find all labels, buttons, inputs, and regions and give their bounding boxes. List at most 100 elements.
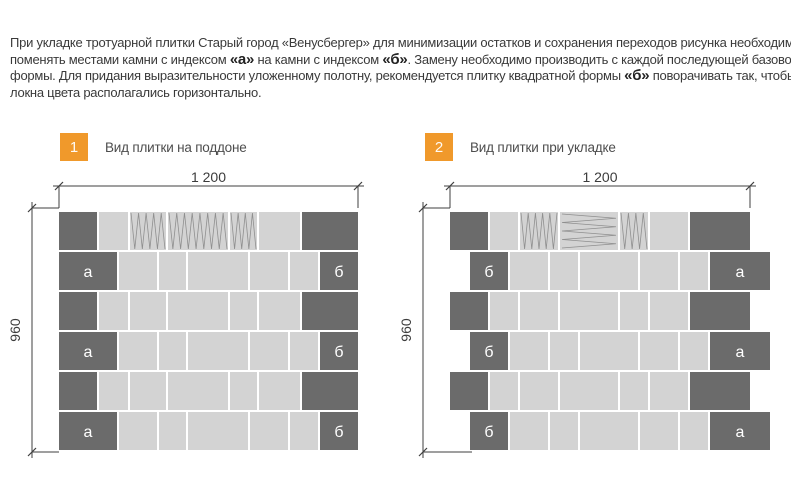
hatch-zigzag-vertical (130, 212, 166, 250)
intro-text: формы. Для придания выразительности улож… (10, 68, 625, 84)
hatch-zigzag-vertical (168, 212, 228, 250)
tile-light (680, 252, 708, 290)
height-dimension-label: 960 (7, 318, 23, 342)
tile-light (230, 372, 257, 410)
tile-dark (320, 252, 358, 290)
tile-light (640, 252, 678, 290)
intro-paragraph: При укладке тротуарной плитки Старый гор… (10, 35, 791, 101)
tile-dark (320, 412, 358, 450)
tile-light (250, 412, 288, 450)
tile-light (188, 332, 248, 370)
figure1-badge-number: 1 (69, 138, 79, 156)
tile-light (290, 412, 318, 450)
intro-line: При укладке тротуарной плитки Старый гор… (10, 35, 791, 52)
tile-light (99, 212, 128, 250)
tile-dark (710, 332, 770, 370)
tile-light (520, 372, 558, 410)
tile-light (550, 252, 578, 290)
tile-light (290, 332, 318, 370)
tile-dark (690, 292, 750, 330)
tile-dark (710, 252, 770, 290)
tile-light (168, 292, 228, 330)
tile-light (159, 332, 186, 370)
intro-text: локна цвета располагались горизонтально. (10, 84, 262, 100)
tile-light (168, 372, 228, 410)
width-dimension-label: 1 200 (191, 169, 226, 185)
tile-dark (302, 372, 358, 410)
tile-dark (59, 412, 117, 450)
intro-line: формы. Для придания выразительности улож… (10, 68, 791, 85)
tile-light (99, 372, 128, 410)
tile-light (650, 292, 688, 330)
tile-light (550, 332, 578, 370)
tile-dark (59, 292, 97, 330)
tile-light (188, 412, 248, 450)
tile-dark (302, 292, 358, 330)
tile-light (560, 292, 618, 330)
tile-dark (59, 252, 117, 290)
figure2-badge-number: 2 (434, 138, 444, 156)
tile-light (580, 412, 638, 450)
tile-dark (59, 212, 97, 250)
tile-light (119, 332, 157, 370)
tile-dark (470, 252, 508, 290)
tile-label: а (84, 264, 93, 281)
tile-light (250, 252, 288, 290)
tile-index-emphasis: «б» (624, 68, 650, 85)
tile-light (510, 252, 548, 290)
height-dimension-label: 960 (398, 318, 414, 342)
intro-line: локна цвета располагались горизонтально. (10, 85, 791, 102)
hatch-zigzag-vertical (230, 212, 257, 250)
tile-light (580, 252, 638, 290)
tile-light (159, 412, 186, 450)
tile-light (259, 372, 300, 410)
tile-dark (59, 372, 97, 410)
tile-dark (710, 412, 770, 450)
tile-light (650, 212, 688, 250)
intro-text: поменять местами камни с индексом (10, 51, 230, 67)
tile-light (250, 332, 288, 370)
tile-dark (470, 412, 508, 450)
tile-light (520, 212, 558, 250)
figure2-caption: Вид плитки при укладке (470, 140, 616, 155)
figure1-caption: Вид плитки на поддоне (105, 140, 247, 155)
tile-dark (470, 332, 508, 370)
tile-light (640, 332, 678, 370)
tile-label: б (334, 424, 343, 441)
tile-light (290, 252, 318, 290)
tile-light (119, 412, 157, 450)
tile-light (640, 412, 678, 450)
hatch-zigzag-horizontal (561, 213, 617, 249)
tile-light (560, 372, 618, 410)
tile-dark (450, 292, 488, 330)
tile-dark (59, 332, 117, 370)
tile-light (188, 252, 248, 290)
tile-light (510, 332, 548, 370)
tile-dark (320, 332, 358, 370)
tile-label: б (484, 344, 493, 361)
hatch-zigzag-vertical (520, 212, 558, 250)
tile-dark (450, 212, 488, 250)
tile-light (119, 252, 157, 290)
tile-index-emphasis: «а» (229, 51, 255, 68)
intro-text: При укладке тротуарной плитки Старый гор… (10, 35, 791, 50)
tile-light (580, 332, 638, 370)
tile-light (130, 292, 166, 330)
intro-text: . Замену необходимо производить с каждой… (407, 51, 791, 67)
tile-light (520, 292, 558, 330)
tile-label: а (84, 424, 93, 441)
tile-label: б (334, 344, 343, 361)
tile-dark (690, 212, 750, 250)
intro-text: на камни с индексом (254, 51, 383, 67)
tile-light (130, 372, 166, 410)
tile-light (650, 372, 688, 410)
tile-dark (450, 372, 488, 410)
tile-light (550, 412, 578, 450)
figure2-badge: 2 (425, 133, 453, 161)
tile-label: б (334, 264, 343, 281)
tile-label: а (84, 344, 93, 361)
intro-line: поменять местами камни с индексом «а» на… (10, 52, 791, 69)
tile-label: а (736, 424, 745, 441)
